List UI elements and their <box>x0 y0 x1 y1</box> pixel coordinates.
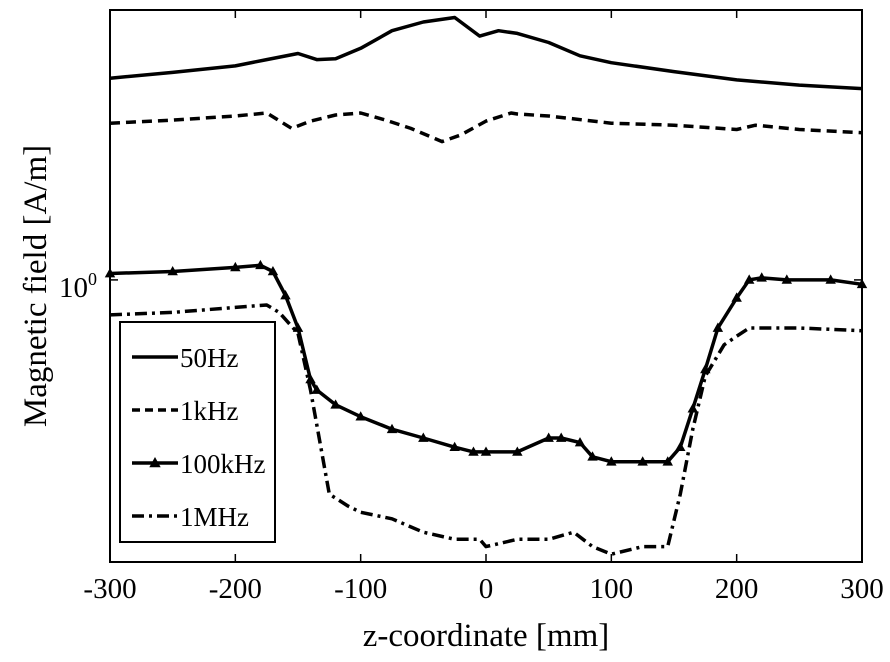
legend-label-1kHz: 1kHz <box>180 396 238 426</box>
data-point-100kHz <box>756 272 767 282</box>
series-line-50Hz <box>109 15 863 91</box>
series-line-1kHz <box>109 111 863 144</box>
data-point-100kHz <box>468 446 479 456</box>
data-point-100kHz <box>574 437 586 447</box>
y-tick-label: 100 <box>59 269 97 304</box>
data-point-100kHz <box>543 432 554 442</box>
y-tick-exponent: 0 <box>88 269 97 289</box>
data-point-100kHz <box>687 403 699 413</box>
data-point-100kHz <box>731 292 742 302</box>
x-tick-label: 100 <box>590 573 634 605</box>
data-point-100kHz <box>825 274 836 284</box>
x-tick-label: -300 <box>83 573 136 605</box>
data-point-100kHz <box>606 456 617 466</box>
data-point-100kHz <box>267 265 279 276</box>
data-point-100kHz <box>637 456 648 466</box>
data-point-100kHz <box>167 265 178 276</box>
y-tick-base: 10 <box>59 272 88 304</box>
data-point-100kHz <box>512 446 523 456</box>
data-point-100kHz <box>386 423 398 434</box>
data-point-100kHz <box>712 322 724 332</box>
data-point-100kHz <box>555 432 567 442</box>
x-axis-label: z-coordinate [mm] <box>363 618 609 654</box>
data-point-100kHz <box>355 411 366 421</box>
data-point-100kHz <box>449 441 460 452</box>
data-point-100kHz <box>781 274 793 284</box>
x-tick-label: 200 <box>715 573 759 605</box>
data-point-100kHz <box>662 456 673 466</box>
data-point-100kHz <box>280 290 291 300</box>
legend: 50Hz 1kHz 100kHz 1MHz <box>119 321 276 543</box>
y-axis-label: Magnetic field [A/m] <box>18 145 54 427</box>
legend-marker <box>149 457 161 468</box>
data-point-100kHz <box>480 446 492 456</box>
legend-label-50Hz: 50Hz <box>180 343 238 373</box>
series-line-1MHz <box>109 303 863 556</box>
x-tick-label: 0 <box>479 573 494 605</box>
data-point-100kHz <box>330 399 341 409</box>
data-point-100kHz <box>418 432 429 442</box>
legend-label-1MHz: 1MHz <box>180 502 249 532</box>
data-point-100kHz <box>311 384 323 394</box>
data-point-100kHz <box>230 261 241 272</box>
data-point-100kHz <box>675 441 686 452</box>
legend-label-100kHz: 100kHz <box>180 449 265 479</box>
plot-frame <box>109 9 863 563</box>
series-line-100kHz <box>109 263 863 464</box>
data-point-100kHz <box>305 373 316 384</box>
data-point-100kHz <box>743 274 755 284</box>
x-tick-label: -100 <box>334 573 387 605</box>
x-tick-label: 300 <box>840 573 884 605</box>
x-tick-label: -200 <box>209 573 262 605</box>
data-point-100kHz <box>255 259 266 270</box>
data-point-100kHz <box>292 322 304 332</box>
data-point-100kHz <box>587 451 598 461</box>
ticks-layer: -300 -200 -100 0 100 200 300 <box>83 10 884 605</box>
